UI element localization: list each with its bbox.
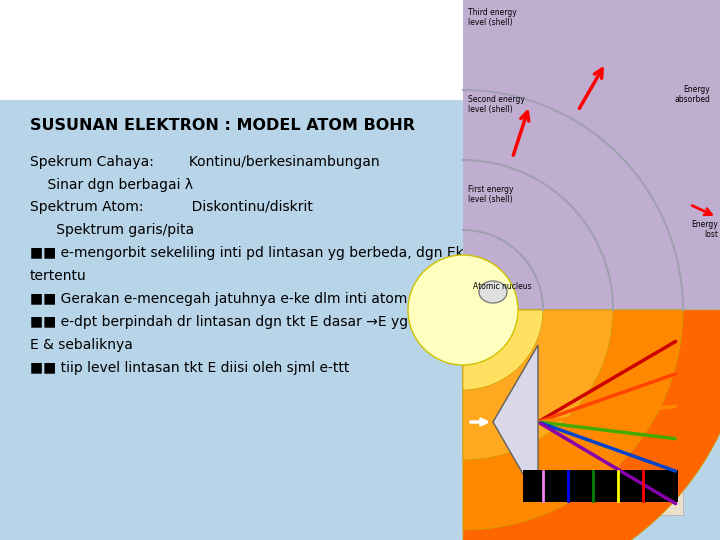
Polygon shape (493, 345, 538, 500)
Text: ■■ e-mengorbit sekeliling inti pd lintasan yg berbeda, dgn Ek tertentu & Ep: ■■ e-mengorbit sekeliling inti pd lintas… (30, 246, 562, 260)
Bar (523, 470, 678, 502)
Text: Energy
lost: Energy lost (691, 220, 718, 239)
Text: E & sebaliknya: E & sebaliknya (30, 338, 133, 352)
Wedge shape (463, 310, 613, 460)
Text: Spektrum garis/pita: Spektrum garis/pita (30, 223, 194, 237)
Text: ■■ e-dpt berpindah dr lintasan dgn tkt E dasar →E yg lebih tinggi jk menyerap: ■■ e-dpt berpindah dr lintasan dgn tkt E… (30, 315, 582, 329)
Circle shape (408, 255, 518, 365)
Text: First energy
level (shell): First energy level (shell) (468, 185, 513, 205)
Ellipse shape (479, 281, 507, 303)
Bar (463, 0, 720, 310)
Text: Third energy
level (shell): Third energy level (shell) (468, 8, 517, 28)
Text: tertentu: tertentu (30, 269, 86, 283)
Text: Spekrum Cahaya:        Kontinu/berkesinambungan: Spekrum Cahaya: Kontinu/berkesinambungan (30, 155, 379, 169)
Text: Sinar dgn berbagai λ: Sinar dgn berbagai λ (30, 178, 193, 192)
Wedge shape (463, 310, 543, 390)
Text: ■■ tiip level lintasan tkt E diisi oleh sjml e-ttt: ■■ tiip level lintasan tkt E diisi oleh … (30, 361, 349, 375)
Text: SUSUNAN ELEKTRON : MODEL ATOM BOHR: SUSUNAN ELEKTRON : MODEL ATOM BOHR (30, 118, 415, 133)
Wedge shape (463, 310, 720, 540)
Text: Spektrum Atom:           Diskontinu/diskrit: Spektrum Atom: Diskontinu/diskrit (30, 200, 313, 214)
Text: Energy
absorbed: Energy absorbed (674, 85, 710, 104)
Bar (0, 0, 720, 100)
Bar (463, 330, 683, 515)
Text: Second energy
level (shell): Second energy level (shell) (468, 95, 525, 114)
Text: ■■ Gerakan e-mencegah jatuhnya e-ke dlm inti atom: ■■ Gerakan e-mencegah jatuhnya e-ke dlm … (30, 292, 408, 306)
Wedge shape (463, 310, 683, 530)
Text: Atomic nucleus: Atomic nucleus (473, 282, 531, 291)
